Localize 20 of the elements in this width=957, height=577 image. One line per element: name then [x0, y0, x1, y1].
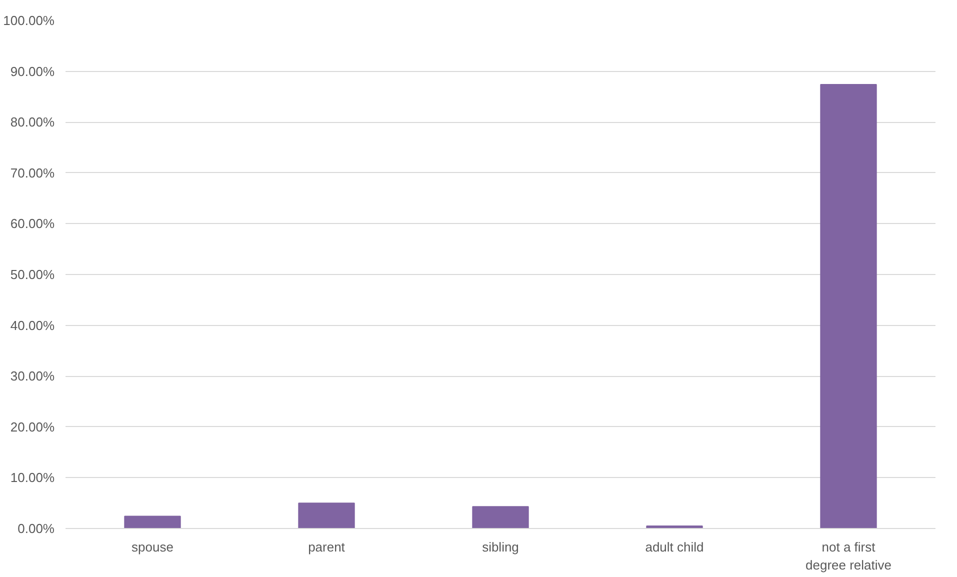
y-tick-label: 80.00%	[10, 114, 55, 130]
y-tick-label: 0.00%	[18, 521, 55, 536]
y-tick-label: 60.00%	[10, 216, 55, 232]
y-tick-label: 90.00%	[10, 64, 55, 79]
bar	[298, 502, 355, 528]
x-tick-label: adult child	[645, 540, 704, 554]
y-tick-label: 20.00%	[10, 419, 55, 434]
y-tick-label: 50.00%	[10, 267, 55, 282]
bar	[472, 506, 529, 528]
x-tick-label: not a first degree relative	[806, 540, 892, 572]
x-tick-label: parent	[308, 540, 346, 554]
y-tick-label: 70.00%	[10, 165, 55, 180]
bar	[820, 84, 877, 528]
y-tick-label: 40.00%	[10, 318, 55, 333]
x-tick-label: sibling	[482, 540, 519, 554]
bar	[124, 516, 181, 528]
y-tick-label: 10.00%	[10, 470, 55, 486]
x-tick-label: spouse	[132, 540, 174, 554]
y-tick-label: 30.00%	[10, 368, 55, 384]
y-tick-label: 100.00%	[3, 13, 55, 28]
